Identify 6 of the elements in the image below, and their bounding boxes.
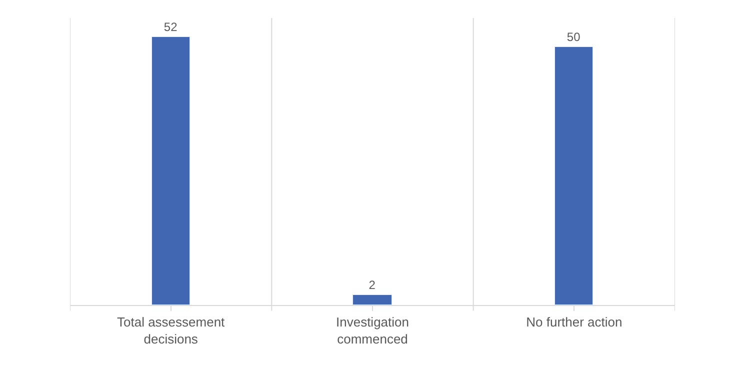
x-tick-label: Investigation commenced	[336, 314, 409, 346]
x-tick-label: Total assessement decisions	[116, 314, 226, 346]
x-tick-label: No further action	[526, 314, 622, 330]
data-label: 52	[164, 20, 178, 34]
data-label: 2	[368, 278, 376, 292]
data-label: 50	[566, 30, 581, 44]
